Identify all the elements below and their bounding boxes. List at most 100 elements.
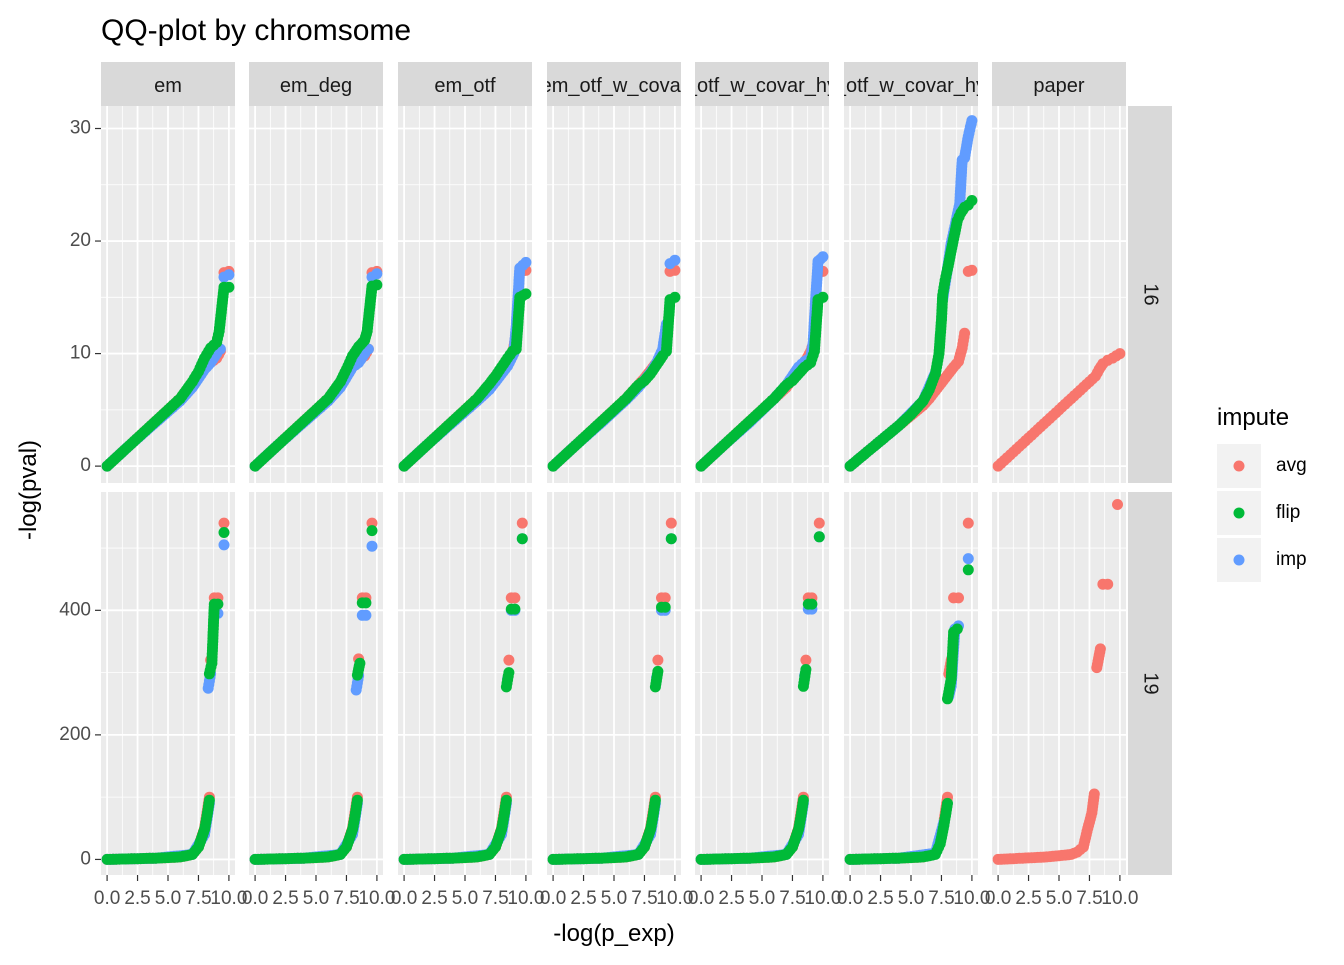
x-tick-label: 5.0 — [155, 888, 181, 909]
x-tick-label: 7.5 — [482, 888, 508, 909]
chart-title: QQ-plot by chromsome — [101, 14, 411, 47]
data-point-avg — [665, 517, 677, 529]
data-point-imp — [966, 115, 978, 127]
facet-strip-column — [844, 62, 978, 106]
x-tick-label: 0.0 — [242, 888, 268, 909]
facet-strip-column — [249, 62, 383, 106]
data-point-imp — [360, 609, 372, 621]
y-tick-label: 20 — [70, 230, 91, 251]
data-point-flip — [652, 665, 664, 677]
facet-strip-label: em_otf_w_covar_hyper — [658, 75, 866, 97]
data-point-flip — [951, 623, 963, 635]
data-point-avg — [1112, 499, 1123, 510]
data-point-flip — [813, 531, 825, 543]
y-tick-label: 10 — [70, 343, 91, 364]
data-point-flip — [669, 291, 681, 303]
x-tick-label: 5.0 — [601, 888, 627, 909]
data-point-imp — [366, 540, 378, 552]
x-tick-label: 5.0 — [898, 888, 924, 909]
x-tick-label: 0.0 — [540, 888, 566, 909]
data-point-avg — [509, 592, 521, 604]
x-tick-label: 7.5 — [1076, 888, 1102, 909]
facet-strip-row — [1128, 106, 1172, 483]
x-tick-label: 10.0 — [656, 888, 693, 909]
facet-strip-column — [695, 62, 829, 106]
legend-title: impute — [1217, 404, 1289, 431]
y-tick-label: 200 — [59, 724, 91, 745]
facet-strip-row-label: 19 — [1140, 672, 1162, 694]
facet-strip-label: em_otf_w_covar_hyper — [807, 75, 1015, 97]
data-point-flip — [516, 533, 528, 545]
data-point-imp — [669, 254, 681, 266]
x-tick-label: 2.5 — [867, 888, 893, 909]
data-point-flip — [509, 603, 521, 615]
data-point-flip — [366, 525, 378, 537]
data-point-avg — [1094, 643, 1106, 655]
data-point-flip — [351, 794, 363, 806]
x-tick-label: 10.0 — [507, 888, 544, 909]
facet-strip-row — [1128, 492, 1172, 875]
x-tick-label: 10.0 — [1101, 888, 1138, 909]
y-tick-label: 30 — [70, 118, 91, 139]
data-point-flip — [797, 794, 809, 806]
data-point-flip — [665, 533, 677, 545]
data-point-flip — [203, 794, 215, 806]
data-point-flip — [360, 597, 372, 609]
x-axis-label: -log(p_exp) — [553, 920, 674, 947]
data-point-flip — [218, 527, 230, 538]
data-point-flip — [659, 601, 671, 613]
facet-strip-column — [398, 62, 532, 106]
data-point-flip — [354, 657, 366, 669]
data-point-flip — [962, 564, 974, 576]
data-point-flip — [817, 291, 829, 303]
facet-panels: em em_deg em_otf em_otf_w_covarem_otf_w_cov… — [59, 62, 1172, 909]
x-tick-label: 0.0 — [391, 888, 417, 909]
data-point-avg — [503, 654, 515, 666]
data-point-imp — [223, 269, 235, 281]
data-point-flip — [500, 794, 512, 806]
x-tick-label: 5.0 — [452, 888, 478, 909]
legend: impute avg flip imp — [1217, 404, 1307, 582]
legend-label: avg — [1276, 455, 1307, 476]
x-tick-label: 2.5 — [421, 888, 447, 909]
data-point-flip — [223, 281, 235, 293]
data-point-avg — [1102, 578, 1114, 590]
legend-key-flip — [1233, 507, 1245, 519]
x-tick-label: 2.5 — [1015, 888, 1041, 909]
data-point-flip — [966, 195, 978, 206]
x-tick-label: 10.0 — [953, 888, 990, 909]
facet-strip-column — [547, 62, 681, 106]
legend-label: imp — [1276, 549, 1307, 570]
data-point-avg — [953, 592, 964, 604]
legend-key-imp — [1233, 554, 1245, 566]
data-point-avg — [966, 264, 978, 276]
facet-strip-label: paper — [1033, 75, 1084, 97]
data-point-flip — [503, 667, 515, 679]
data-point-imp — [962, 553, 974, 565]
x-tick-label: 2.5 — [718, 888, 744, 909]
x-tick-label: 2.5 — [272, 888, 298, 909]
facet-strip-label: em_deg — [280, 75, 352, 97]
x-tick-label: 2.5 — [570, 888, 596, 909]
x-tick-label: 10.0 — [358, 888, 395, 909]
x-tick-label: 5.0 — [1046, 888, 1072, 909]
facet-strip-column — [101, 62, 235, 106]
data-point-flip — [942, 797, 953, 809]
data-point-avg — [218, 517, 230, 529]
data-point-flip — [800, 664, 812, 675]
facet-strip-label: em_otf_w_covar — [541, 75, 688, 97]
facet-strip-row-label: 16 — [1140, 283, 1162, 305]
legend-key-avg — [1233, 460, 1245, 472]
data-point-imp — [520, 256, 532, 268]
y-tick-label: 0 — [80, 455, 91, 476]
facet-strip-label: em — [154, 75, 182, 97]
data-point-flip — [649, 794, 661, 806]
x-tick-label: 5.0 — [749, 888, 775, 909]
x-tick-label: 10.0 — [210, 888, 247, 909]
legend-label: flip — [1276, 502, 1300, 523]
data-point-flip — [371, 279, 383, 291]
data-point-avg — [1114, 348, 1126, 360]
x-tick-label: 5.0 — [303, 888, 329, 909]
